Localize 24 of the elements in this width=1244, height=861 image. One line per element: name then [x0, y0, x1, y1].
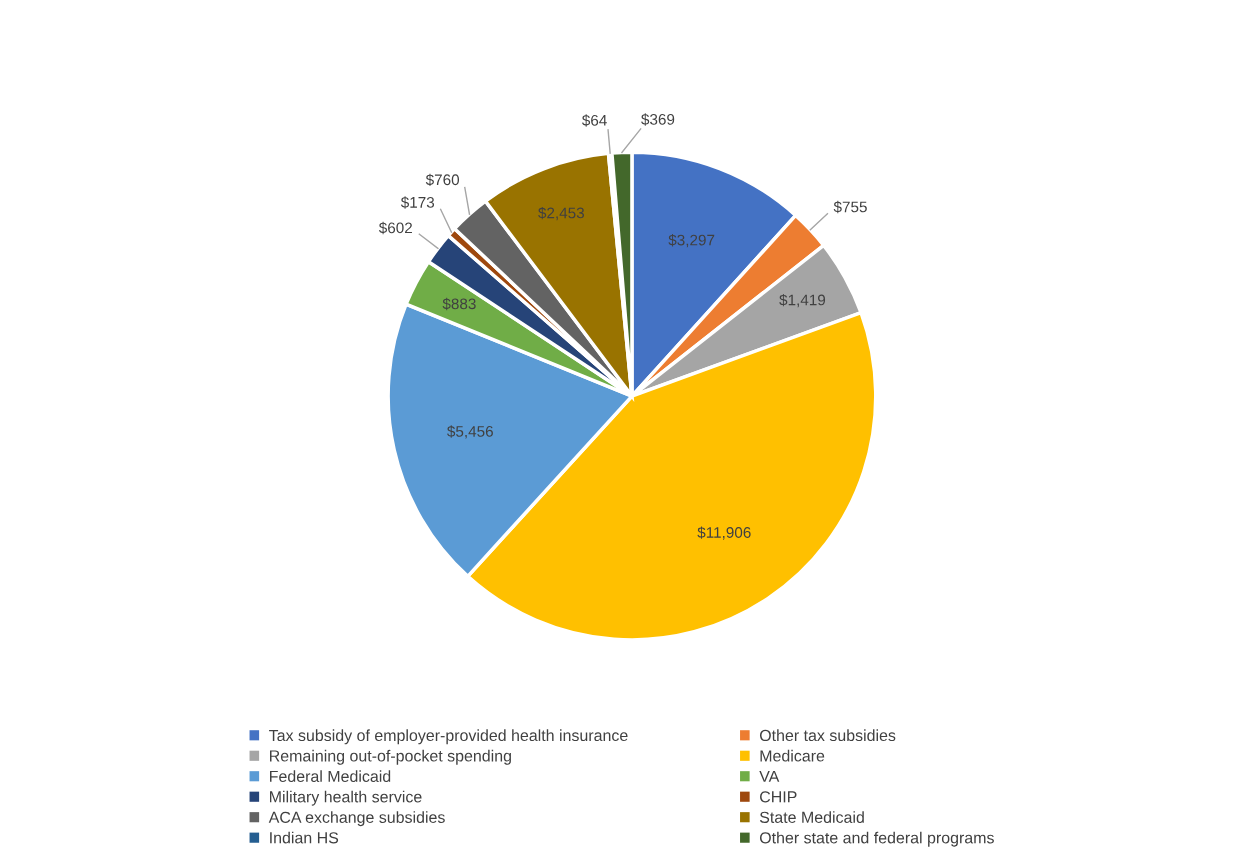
data-label: $2,453	[538, 206, 585, 221]
data-label: $369	[641, 113, 675, 126]
data-label: $64	[581, 114, 607, 127]
data-label: $602	[378, 221, 412, 235]
legend-label: Military health service	[270, 790, 422, 806]
legend-label: State Medicaid	[759, 811, 864, 823]
legend-label: Tax subsidy of employer-provided health insurance	[269, 729, 628, 745]
legend-label: Indian HS	[270, 831, 339, 844]
data-label: $755	[833, 200, 867, 214]
data-label: $3,297	[668, 234, 715, 248]
legend-label: Other tax subsidies	[759, 729, 896, 742]
data-label: $883	[442, 297, 476, 311]
legend-label: Other state and federal programs	[759, 831, 994, 847]
legend-label: VA	[759, 770, 780, 782]
data-label: $760	[425, 173, 460, 187]
legend-label: Federal Medicaid	[270, 770, 391, 783]
legend-label: CHIP	[760, 791, 797, 803]
data-label: $1,419	[779, 293, 826, 308]
data-label: $11,906	[697, 526, 751, 540]
data-label: $5,456	[447, 425, 493, 439]
legend-label: ACA exchange subsidies	[268, 811, 445, 827]
legend-label: Remaining out-of-pocket spending	[270, 749, 511, 765]
legend-label: Medicare	[760, 749, 825, 762]
data-label: $173	[400, 196, 435, 209]
